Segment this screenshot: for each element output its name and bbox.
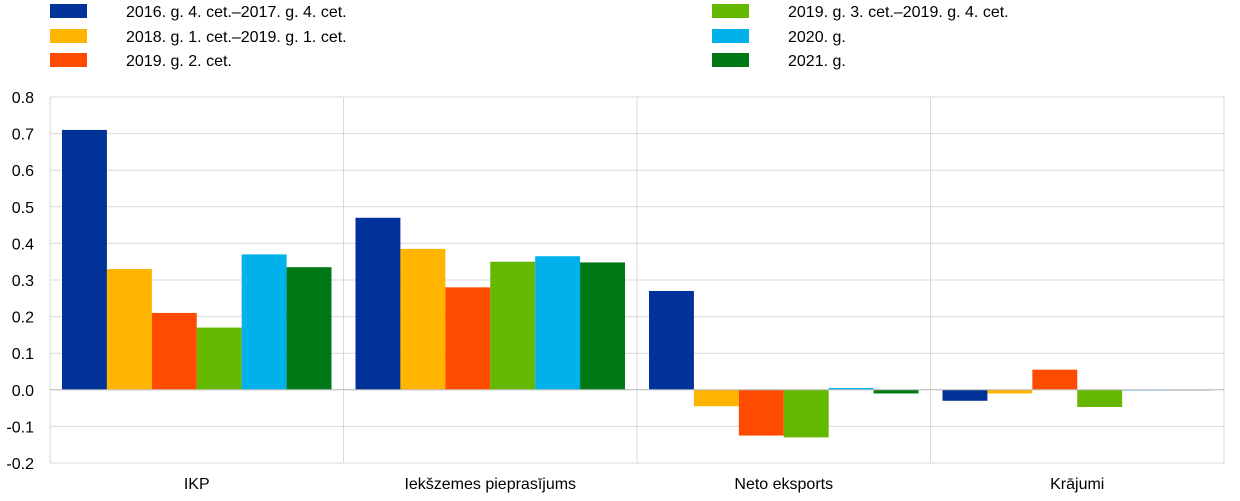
bar bbox=[1032, 369, 1078, 390]
bar bbox=[490, 261, 536, 390]
bar bbox=[828, 387, 874, 390]
legend-swatch bbox=[712, 53, 749, 67]
x-tick-label: Neto eksports bbox=[734, 476, 833, 493]
bar bbox=[783, 389, 829, 438]
y-tick-label: 0.8 bbox=[12, 90, 34, 107]
x-tick-label: Iekšzemes pieprasījums bbox=[404, 476, 576, 493]
y-tick-label: 0.5 bbox=[12, 200, 34, 217]
bar bbox=[62, 129, 107, 390]
legend-swatch bbox=[50, 53, 87, 67]
y-tick-label: 0.3 bbox=[12, 273, 34, 290]
legend: 2016. g. 4. cet.–2017. g. 4. cet. 2018. g… bbox=[50, 4, 1009, 70]
bar bbox=[151, 312, 197, 390]
legend-label: 2020. g. bbox=[788, 29, 846, 46]
legend-swatch bbox=[712, 4, 749, 18]
y-tick-label: 0.4 bbox=[12, 236, 34, 253]
x-tick-label: IKP bbox=[184, 476, 210, 493]
bar bbox=[355, 217, 401, 390]
legend-label: 2018. g. 1. cet.–2019. g. 1. cet. bbox=[126, 29, 347, 46]
grid bbox=[50, 96, 1224, 464]
axes bbox=[49, 97, 1225, 463]
bar bbox=[106, 269, 152, 390]
x-tick-label: Krājumi bbox=[1050, 476, 1104, 493]
bar bbox=[286, 267, 332, 390]
bar bbox=[649, 290, 694, 390]
bar bbox=[987, 389, 1033, 394]
legend-label: 2019. g. 2. cet. bbox=[126, 53, 232, 70]
bar bbox=[196, 327, 242, 390]
bar bbox=[693, 389, 739, 407]
legend-swatch bbox=[50, 29, 87, 43]
bar bbox=[942, 389, 988, 401]
legend-label: 2016. g. 4. cet.–2017. g. 4. cet. bbox=[126, 4, 347, 21]
bar bbox=[241, 254, 287, 390]
bar bbox=[873, 389, 919, 394]
labels: 0.8 0.7 0.6 0.5 0.4 0.3 0.2 0.1 0.0 -0.1 -0.2 IKP Ie… bbox=[6, 90, 1104, 493]
y-tick-label: 0.7 bbox=[12, 127, 34, 144]
bar bbox=[738, 389, 784, 436]
bar bbox=[445, 287, 491, 390]
y-tick-label: -0.1 bbox=[6, 419, 34, 436]
bars bbox=[62, 129, 1212, 438]
y-tick-label: 0.1 bbox=[12, 346, 34, 363]
legend-swatch bbox=[712, 29, 749, 43]
y-tick-label: 0.2 bbox=[12, 310, 34, 327]
bar bbox=[535, 256, 581, 390]
bar bbox=[1077, 389, 1123, 408]
y-tick-label: 0.6 bbox=[12, 163, 34, 180]
y-tick-label: -0.2 bbox=[6, 456, 34, 473]
bar bbox=[400, 248, 446, 390]
bar bbox=[580, 262, 625, 390]
legend-label: 2021. g. bbox=[788, 53, 846, 70]
legend-swatch bbox=[50, 4, 87, 18]
y-tick-label: 0.0 bbox=[12, 383, 34, 400]
legend-label: 2019. g. 3. cet.–2019. g. 4. cet. bbox=[788, 4, 1009, 21]
